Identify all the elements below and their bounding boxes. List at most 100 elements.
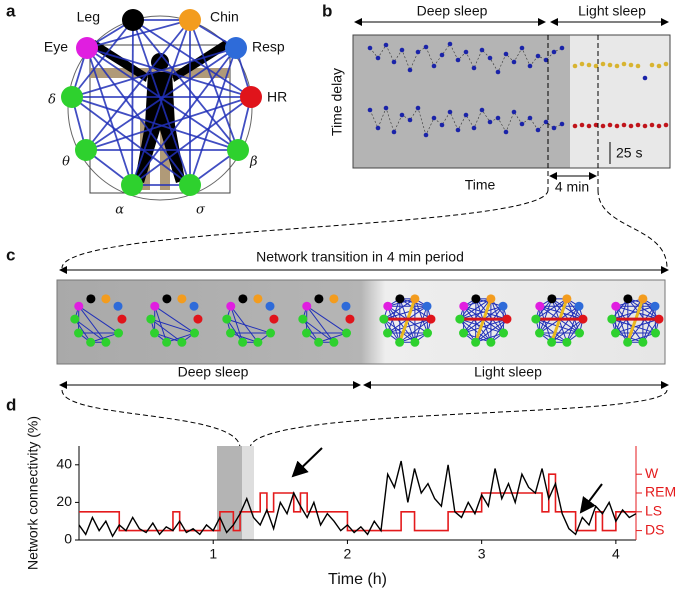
sample-dot xyxy=(407,67,413,73)
y-tick-label: 0 xyxy=(64,531,72,547)
x-tick-label: 1 xyxy=(209,546,217,562)
node xyxy=(383,301,393,311)
edge xyxy=(459,318,477,343)
phase-label: Deep sleep xyxy=(178,364,249,380)
sample-dot xyxy=(586,123,592,129)
mini-network xyxy=(455,294,512,347)
node-label: α xyxy=(115,203,124,218)
edge xyxy=(463,298,492,334)
y2-tick-label: W xyxy=(645,465,659,481)
edge xyxy=(490,318,508,343)
node xyxy=(226,301,236,311)
node xyxy=(502,314,512,324)
node xyxy=(146,314,156,324)
sample-dot xyxy=(375,55,381,61)
sample-dot xyxy=(391,129,397,135)
edge xyxy=(611,318,629,343)
sample-dot xyxy=(607,62,613,68)
node xyxy=(302,328,312,338)
node xyxy=(76,37,98,59)
x-tick-label: 2 xyxy=(344,546,352,562)
edge xyxy=(86,19,191,49)
edge xyxy=(86,47,191,186)
edge xyxy=(154,306,168,343)
edge xyxy=(230,305,259,343)
node xyxy=(121,174,143,196)
edge xyxy=(539,306,553,343)
edge xyxy=(399,318,432,343)
edge xyxy=(71,47,237,98)
sample-dot xyxy=(503,51,509,57)
node xyxy=(114,328,124,338)
frame xyxy=(89,44,231,194)
sample-dot xyxy=(415,105,421,111)
panel-label: c xyxy=(6,245,15,264)
sample-dot xyxy=(621,122,627,128)
sample-dot xyxy=(614,123,620,129)
node xyxy=(486,294,496,304)
node xyxy=(459,328,469,338)
edge xyxy=(459,318,492,343)
edge xyxy=(131,19,191,186)
sample-dot xyxy=(367,107,373,113)
node xyxy=(189,301,199,311)
sample-dot xyxy=(527,63,533,69)
node xyxy=(222,314,232,324)
sample-dot xyxy=(586,62,592,68)
edge xyxy=(566,306,580,343)
node xyxy=(329,294,339,304)
zoom-line xyxy=(61,389,241,449)
node xyxy=(638,337,648,347)
sample-dot xyxy=(535,53,541,59)
edge xyxy=(566,318,584,343)
sample-dot xyxy=(579,122,585,128)
deep-region xyxy=(353,35,570,168)
axis-label: Time delay xyxy=(329,68,345,136)
node xyxy=(471,294,481,304)
node xyxy=(101,337,111,347)
sample-dot xyxy=(407,117,413,123)
node xyxy=(345,314,355,324)
edge xyxy=(383,318,401,343)
sample-dot xyxy=(642,75,648,81)
edge xyxy=(78,305,119,334)
edge xyxy=(86,47,252,98)
sample-dot xyxy=(656,63,662,69)
node xyxy=(117,314,127,324)
node xyxy=(341,301,351,311)
sample-dot xyxy=(519,45,525,51)
node xyxy=(179,174,201,196)
y2-tick-label: REM xyxy=(645,484,676,500)
edge xyxy=(306,305,335,343)
sample-dot xyxy=(447,41,453,47)
sample-dot xyxy=(600,61,606,67)
y2-tick-label: LS xyxy=(645,503,662,519)
light-region xyxy=(570,35,670,168)
node xyxy=(607,314,617,324)
highlight xyxy=(242,446,254,540)
edge xyxy=(627,332,656,343)
node xyxy=(459,301,469,311)
node-label: HR xyxy=(267,89,287,105)
node-label: θ xyxy=(62,155,70,170)
sample-dot xyxy=(559,121,565,127)
sample-dot xyxy=(642,123,648,129)
edge xyxy=(627,298,656,334)
sample-dot xyxy=(487,55,493,61)
sample-dot xyxy=(551,125,557,131)
edge xyxy=(387,318,432,334)
edge xyxy=(615,298,644,334)
edge xyxy=(615,305,644,343)
node xyxy=(314,294,324,304)
edge xyxy=(387,306,401,343)
mini-network xyxy=(146,294,203,347)
edge xyxy=(166,332,195,343)
edge xyxy=(71,96,239,151)
stage-line xyxy=(79,473,636,532)
sample-dot xyxy=(471,125,477,131)
node xyxy=(179,9,201,31)
mini-network xyxy=(379,294,436,347)
panel-title: Network transition in 4 min period xyxy=(256,249,464,265)
edge xyxy=(459,305,504,320)
